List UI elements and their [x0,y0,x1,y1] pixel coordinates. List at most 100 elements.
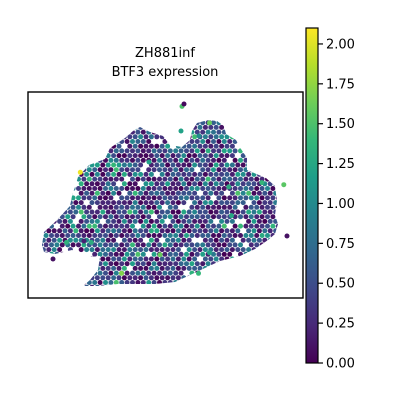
spot [173,195,179,201]
colorbar-tick-label: 0.25 [326,317,355,332]
spot [94,120,100,121]
spot [173,251,179,257]
spot [281,271,286,276]
spot [251,247,257,253]
spot [127,256,133,262]
spot [36,200,41,205]
spot [140,204,146,210]
spot [143,153,149,159]
spot [151,148,157,154]
spot [216,261,222,267]
spot [62,265,68,271]
spot [256,209,262,215]
spot [267,228,273,234]
spot [219,181,225,187]
spot [108,214,114,220]
spot [208,171,214,177]
spot [132,284,138,286]
spot [111,190,117,196]
spot [140,214,146,220]
spot [270,120,276,126]
spot [84,284,90,286]
spot [89,200,95,206]
spot [105,228,111,234]
spot [103,195,108,201]
spot [213,143,219,149]
spot [275,280,278,285]
spot [192,209,198,215]
spot [248,233,254,238]
spot [194,280,200,285]
spot [265,195,270,201]
spot [170,162,176,168]
spot [42,233,44,238]
spot [159,256,165,262]
spot [221,157,227,163]
spot [146,148,152,154]
spot [281,280,286,285]
spot [146,242,152,248]
spot [73,134,79,140]
spot [227,195,233,201]
spot [113,270,119,276]
spot [229,143,235,149]
spot [181,209,187,215]
spot [84,190,90,196]
spot [254,167,260,173]
spot [256,162,262,168]
spot [202,247,208,253]
spot [94,275,100,281]
spot [108,139,114,144]
spot [36,134,41,139]
spot [243,167,249,173]
highlight-spots [64,103,287,276]
spot [100,134,106,140]
spot [113,129,119,135]
spot [181,256,187,262]
spot [57,209,63,215]
spot [202,153,208,159]
spot [208,190,214,196]
spot [51,265,57,271]
spot [89,275,95,281]
spot [62,256,68,262]
spot [59,195,65,201]
spot [67,171,73,177]
spot [265,139,270,144]
spot [116,190,122,196]
spot [70,204,76,210]
spot [67,247,73,253]
spot [54,233,60,238]
spot [175,190,181,196]
spot [65,120,71,126]
spot [138,134,144,140]
spot [184,195,189,201]
spot [265,157,270,163]
spot [267,200,273,206]
spot [229,237,235,243]
spot [59,148,65,154]
spot [119,261,125,267]
spot [246,209,252,215]
spot [100,162,106,168]
spot [138,275,144,281]
spot [232,120,238,126]
spot [279,238,284,243]
spot [216,157,222,163]
spot [279,134,284,139]
spot [273,190,278,196]
spot [42,124,46,130]
spot [240,171,246,177]
spot [265,204,270,210]
spot [78,153,84,159]
spot [173,233,179,238]
spot [94,143,100,149]
spot [121,120,127,121]
spot [78,218,84,224]
spot [162,195,168,201]
spot [143,256,149,262]
spot [229,275,235,281]
spot [51,124,57,130]
spot [186,190,192,196]
spot [86,139,92,144]
